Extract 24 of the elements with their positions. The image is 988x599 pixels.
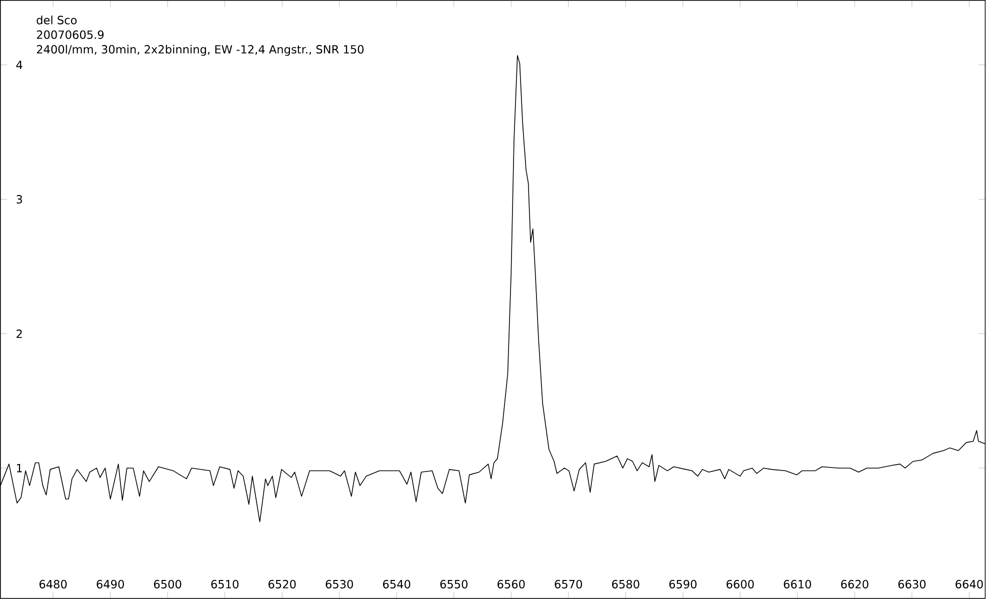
y-tick-label: 2 [16, 330, 22, 338]
x-tick-label: 6600 [726, 580, 754, 589]
x-tick-label: 6490 [96, 580, 124, 589]
x-tick-label: 6560 [498, 580, 525, 589]
x-tick-label: 6620 [841, 580, 868, 589]
text: 20070605.9 [36, 30, 104, 40]
y-tick-label: 1 [16, 464, 22, 472]
text: del Sco [36, 16, 77, 24]
x-tick-label: 6530 [326, 580, 353, 589]
x-tick-label: 6510 [211, 580, 238, 589]
x-tick-label: 6500 [154, 580, 182, 589]
y-tick-label: 4 [16, 60, 22, 70]
x-tick-label: 6610 [784, 580, 812, 589]
x-tick-label: 6570 [554, 580, 582, 589]
x-tick-label: 6590 [669, 580, 697, 589]
x-tick-label: 6550 [440, 580, 468, 589]
x-tick-label: 6630 [898, 580, 926, 589]
x-tick-label: 6480 [39, 580, 67, 589]
y-tick-label: 3 [16, 195, 22, 204]
x-tick-label: 6640 [956, 580, 983, 589]
annotation: 2400l/mm, 30min, 2x2binning, EW -12,4 Angstr., SNR 150 [36, 44, 364, 56]
x-tick-label: 6580 [612, 580, 640, 589]
x-tick-label: 6520 [268, 580, 296, 589]
x-tick-label: 6540 [383, 580, 410, 589]
